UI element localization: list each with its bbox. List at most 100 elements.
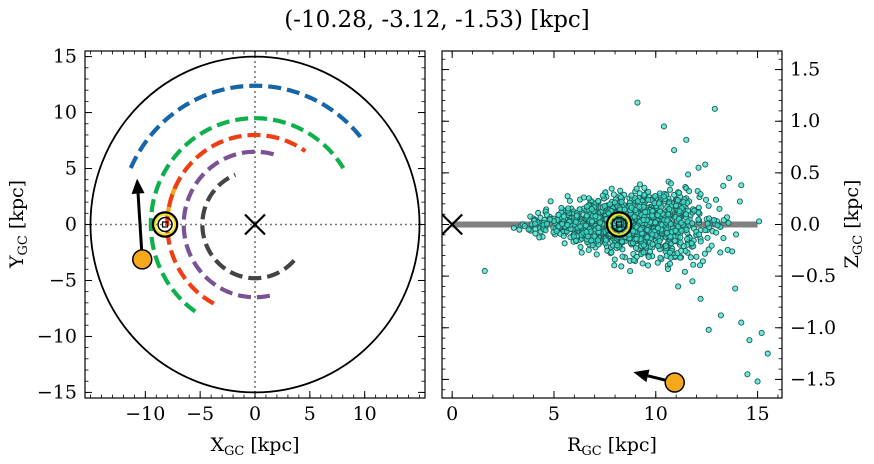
star-point (619, 253, 626, 260)
star-point (664, 265, 672, 273)
right-ticks: 0 5 10 15 −1.5 −1.0 −0.5 0.0 0.5 1.0 1.5 (442, 51, 836, 425)
left-ytick-label: 15 (53, 46, 77, 68)
star-point (591, 233, 598, 240)
star-point (711, 105, 718, 112)
star-point (564, 221, 571, 229)
star-point (676, 208, 683, 215)
star-point (641, 184, 648, 191)
star-point (603, 237, 610, 244)
star-point (621, 206, 628, 213)
star-point (628, 204, 635, 211)
star-point (681, 268, 688, 275)
star-point (695, 216, 702, 223)
star-point (649, 231, 656, 238)
star-point (732, 285, 739, 292)
right-xtick-label: 5 (548, 403, 560, 425)
star-point (558, 204, 565, 212)
star-point (711, 216, 718, 224)
star-point (683, 211, 690, 218)
star-point (754, 378, 761, 385)
star-point (559, 220, 566, 228)
star-point (649, 241, 656, 248)
star-point (656, 237, 663, 245)
star-point (595, 224, 602, 232)
star-point (657, 208, 664, 215)
star-point (704, 234, 711, 241)
star-point (566, 197, 573, 204)
star-point (655, 242, 662, 250)
star-point (655, 225, 662, 232)
left-xtick-label: −5 (186, 403, 214, 425)
right-sun-marker-inner (611, 216, 627, 233)
star-point (639, 260, 646, 267)
star-point (583, 228, 590, 235)
star-point (738, 182, 745, 189)
spiral-arm-1 (128, 83, 364, 169)
star-point (657, 254, 664, 261)
star-point (666, 249, 674, 256)
star-point (686, 188, 693, 195)
figure-title: (-10.28, -3.12, -1.53) [kpc] (284, 7, 590, 33)
star-point (627, 268, 634, 275)
right-ytick-label: −1.0 (790, 317, 836, 339)
star-point (660, 123, 667, 130)
star-point (677, 239, 684, 246)
star-point (664, 217, 671, 224)
spiral-arm-2 (148, 116, 346, 314)
star-point (546, 216, 553, 223)
star-point (611, 262, 618, 269)
star-point (684, 235, 691, 243)
right-panel: 0 5 10 15 −1.5 −1.0 −0.5 0.0 0.5 1.0 1.5 RGC [kpc]… (441, 50, 866, 459)
star-point (608, 185, 615, 192)
star-point (588, 218, 596, 225)
star-point (684, 218, 691, 225)
star-point (589, 242, 596, 249)
right-object-velocity-arrow-head (633, 369, 650, 383)
right-plot-area (442, 99, 771, 393)
star-point (687, 254, 694, 261)
star-point (583, 212, 590, 219)
star-point (677, 234, 684, 241)
star-point (595, 197, 602, 205)
star-point (619, 246, 626, 253)
star-point (683, 226, 690, 233)
right-galactic-center-marker (442, 213, 463, 236)
spiral-arm-5 (181, 149, 278, 300)
sun-marker-ring (154, 213, 177, 236)
star-point (633, 185, 640, 192)
left-xtick-label: −10 (125, 403, 165, 425)
right-ytick-label: 0.0 (790, 214, 820, 236)
sun-marker-outer (151, 211, 179, 238)
star-point (683, 136, 690, 143)
star-point (697, 191, 704, 198)
left-object-velocity-arrow-shaft (136, 193, 144, 260)
star-point (701, 250, 708, 257)
left-ytick-label: 0 (65, 214, 77, 236)
star-point (573, 212, 580, 219)
left-ytick-label: −5 (49, 269, 77, 291)
star-point (582, 222, 589, 229)
star-point (640, 242, 647, 249)
star-point (628, 192, 635, 199)
star-point (702, 196, 710, 203)
star-point (696, 231, 703, 238)
star-point (690, 261, 697, 268)
star-point (547, 198, 554, 205)
star-point (666, 206, 673, 213)
star-point (631, 213, 638, 220)
left-ytick-label: −15 (37, 381, 77, 403)
star-point (756, 218, 763, 225)
left-ytick-label: 10 (53, 102, 77, 124)
star-point (720, 217, 727, 224)
star-point (685, 171, 692, 178)
star-point (712, 196, 720, 203)
star-point (577, 243, 584, 251)
star-point (652, 219, 659, 226)
star-point (655, 200, 663, 207)
star-point (667, 180, 675, 187)
sun-marker-inner (157, 216, 173, 233)
star-point (636, 181, 644, 188)
star-point (746, 337, 753, 344)
star-point (675, 283, 682, 290)
star-point (695, 164, 702, 171)
